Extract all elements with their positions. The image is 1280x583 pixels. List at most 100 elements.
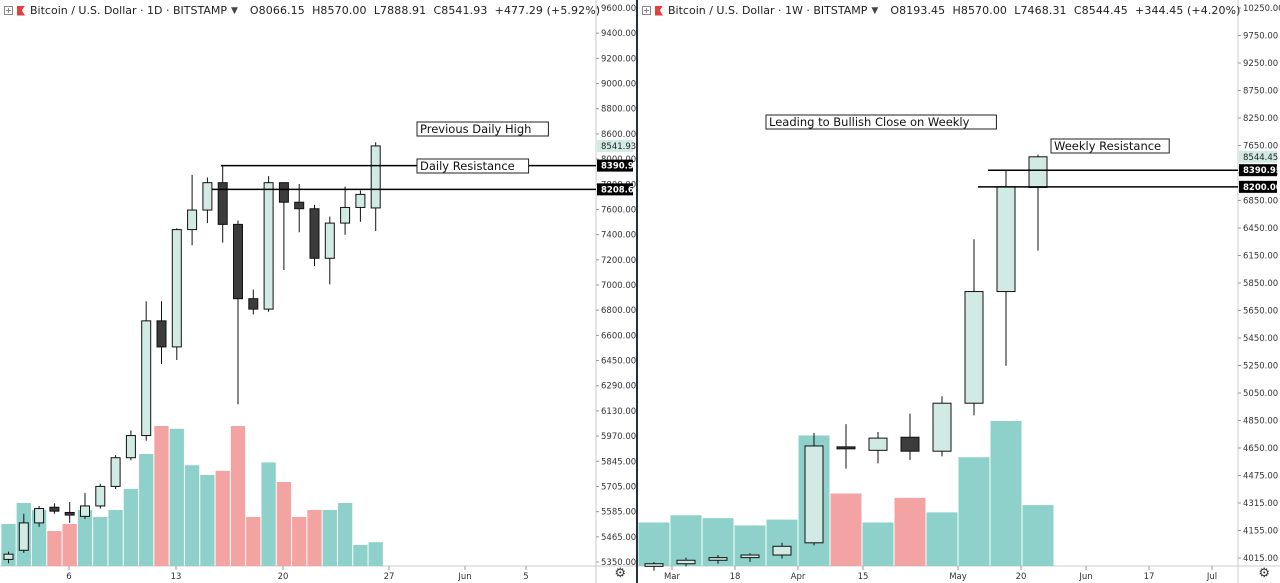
candle-body[interactable] xyxy=(370,145,381,209)
volume-bar xyxy=(337,503,353,566)
annotation-box[interactable] xyxy=(765,114,997,130)
open-value: O8066.15 xyxy=(249,4,305,17)
close-value: C8544.45 xyxy=(1073,4,1128,17)
candle-body[interactable] xyxy=(772,545,792,556)
candle-body[interactable] xyxy=(324,222,335,259)
symbol-label[interactable]: Bitcoin / U.S. Dollar · 1W · BITSTAMP xyxy=(668,4,868,17)
candle-body[interactable] xyxy=(836,446,856,450)
candle-body[interactable] xyxy=(156,320,167,348)
price-tick-label: 5585.00 xyxy=(601,508,636,518)
maximize-icon[interactable] xyxy=(4,6,13,15)
volume-bar xyxy=(77,510,93,566)
chevron-down-icon[interactable]: ▼ xyxy=(871,5,879,16)
candle-body[interactable] xyxy=(294,201,305,210)
candle-body[interactable] xyxy=(233,223,243,300)
volume-bar xyxy=(215,470,230,566)
volume-bar xyxy=(292,517,307,566)
candle-body[interactable] xyxy=(740,554,760,559)
volume-bar xyxy=(670,515,702,566)
pane-divider[interactable] xyxy=(636,0,638,583)
candle-body[interactable] xyxy=(110,457,121,487)
gear-icon[interactable]: ⚙ xyxy=(1258,566,1270,581)
time-tick-label: Jun xyxy=(457,572,471,582)
candle-body[interactable] xyxy=(278,182,289,203)
annotation-label: Previous Daily High xyxy=(420,122,531,136)
price-tick-label: 5650.00 xyxy=(1243,307,1278,317)
price-tick-label: 5845.00 xyxy=(601,457,636,467)
candle-body[interactable] xyxy=(95,485,106,507)
weekly-chart-canvas[interactable]: 10250.00 9750.00 9250.00 8750.00 8250.00 7650… xyxy=(638,0,1280,583)
candle-body[interactable] xyxy=(263,182,274,310)
daily-chart-canvas[interactable]: 9600.00 9400.00 9200.00 9000.00 8800.00 8600.… xyxy=(0,0,636,583)
candle-body[interactable] xyxy=(64,511,75,516)
flag-icon[interactable] xyxy=(17,5,25,16)
price-tag xyxy=(597,139,633,152)
candle-body[interactable] xyxy=(217,182,228,225)
candle-body[interactable] xyxy=(932,402,952,452)
volume-bar xyxy=(123,489,139,566)
volume-bar xyxy=(862,522,894,566)
candle-body[interactable] xyxy=(248,298,259,310)
weekly-legend: Bitcoin / U.S. Dollar · 1W · BITSTAMP ▼ … xyxy=(642,4,1241,17)
price-tick-label: 5705.00 xyxy=(601,482,636,492)
candle-body[interactable] xyxy=(141,320,152,437)
chevron-down-icon[interactable]: ▼ xyxy=(230,5,238,16)
candle-body[interactable] xyxy=(996,186,1016,293)
price-tick-label: 5970.00 xyxy=(601,432,636,442)
volume-bar xyxy=(990,421,1022,566)
candle-body[interactable] xyxy=(708,557,728,561)
candle-body[interactable] xyxy=(80,505,90,517)
price-tick-label: 9000.00 xyxy=(601,80,636,90)
annotation-box[interactable] xyxy=(416,121,549,137)
volume-bar xyxy=(184,465,200,566)
candle-body[interactable] xyxy=(868,437,888,451)
time-tick-label: Jul xyxy=(1206,572,1217,582)
candle-body[interactable] xyxy=(900,436,920,452)
close-value: C8541.93 xyxy=(433,4,488,17)
volume-bar xyxy=(230,426,246,566)
candle-body[interactable] xyxy=(18,522,29,551)
price-tick-label: 4475.00 xyxy=(1243,472,1278,482)
candle-body[interactable] xyxy=(49,506,60,512)
chart-pane-daily[interactable]: 9600.00 9400.00 9200.00 9000.00 8800.00 8600.… xyxy=(0,0,636,583)
candle-body[interactable] xyxy=(202,182,213,211)
candle-body[interactable] xyxy=(125,435,136,459)
price-tick-label: 9200.00 xyxy=(601,54,636,64)
annotation-box[interactable] xyxy=(1050,138,1170,154)
candle-body[interactable] xyxy=(309,208,320,259)
candle-body[interactable] xyxy=(964,291,984,404)
volume-bar xyxy=(93,517,108,566)
annotation-box[interactable] xyxy=(416,158,530,174)
price-tag xyxy=(597,159,633,172)
volume-bar xyxy=(139,454,154,566)
price-tick-label: 7400.00 xyxy=(601,231,636,241)
symbol-label[interactable]: Bitcoin / U.S. Dollar · 1D · BITSTAMP xyxy=(30,4,227,17)
maximize-icon[interactable] xyxy=(642,6,651,15)
candle-body[interactable] xyxy=(355,193,366,208)
time-tick-label: 17 xyxy=(1144,572,1155,582)
flag-icon[interactable] xyxy=(655,5,663,16)
price-tick-label: 5450.00 xyxy=(1243,334,1278,344)
volume-bar xyxy=(307,510,322,566)
candle-body[interactable] xyxy=(187,209,198,231)
candle-body[interactable] xyxy=(34,508,45,524)
candle-body[interactable] xyxy=(1028,156,1048,188)
volume-bar xyxy=(322,510,337,566)
price-tick-label: 8250.00 xyxy=(1243,114,1278,124)
candle-body[interactable] xyxy=(3,553,14,560)
chart-pane-weekly[interactable]: 10250.00 9750.00 9250.00 8750.00 8250.00 7650… xyxy=(638,0,1280,583)
time-tick-label: 27 xyxy=(384,572,395,582)
price-tick-label: 6450.00 xyxy=(1243,224,1278,234)
time-tick-label: 18 xyxy=(730,572,741,582)
gear-icon[interactable]: ⚙ xyxy=(614,566,626,581)
annotation-label: Daily Resistance xyxy=(420,159,515,173)
candle-body[interactable] xyxy=(676,559,696,565)
price-tick-label: 6150.00 xyxy=(1243,252,1278,262)
price-tag-label: 8390.95 xyxy=(601,162,636,172)
price-tick-label: 5350.00 xyxy=(601,558,636,568)
volume-bar xyxy=(766,519,798,566)
candle-body[interactable] xyxy=(171,229,182,348)
candle-body[interactable] xyxy=(340,206,351,224)
candle-body[interactable] xyxy=(804,445,824,544)
candle-body[interactable] xyxy=(644,563,664,567)
